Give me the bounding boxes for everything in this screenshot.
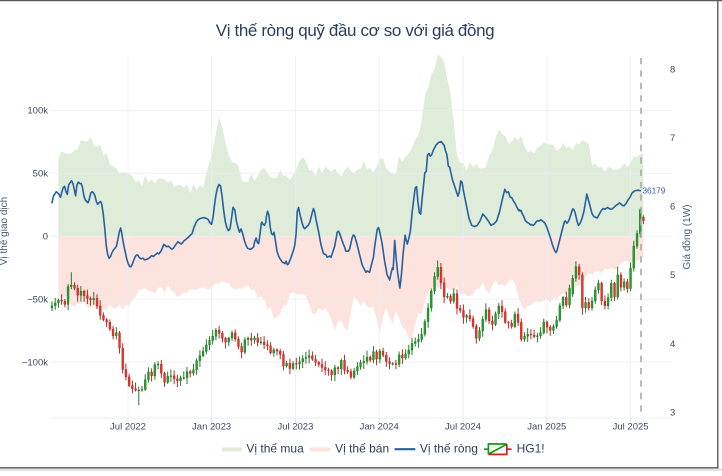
svg-text:3: 3 [670, 408, 675, 419]
svg-text:100k: 100k [27, 106, 48, 117]
svg-text:Jan 2025: Jan 2025 [527, 421, 566, 432]
svg-text:−50k: −50k [27, 294, 48, 305]
svg-text:Jan 2023: Jan 2023 [192, 421, 231, 432]
svg-text:Jul 2025: Jul 2025 [613, 421, 649, 432]
svg-text:Giá đồng (1W): Giá đồng (1W) [681, 204, 693, 269]
svg-text:Jul 2024: Jul 2024 [445, 421, 481, 432]
svg-text:50k: 50k [33, 169, 49, 180]
svg-text:0: 0 [43, 232, 48, 243]
svg-text:4: 4 [670, 339, 675, 350]
svg-text:Jul 2022: Jul 2022 [110, 421, 146, 432]
svg-text:5: 5 [670, 270, 675, 281]
svg-text:Vị thế ròng quỹ đầu cơ so với: Vị thế ròng quỹ đầu cơ so với giá đồng [216, 21, 495, 40]
svg-text:HG1!: HG1! [517, 441, 545, 455]
svg-text:8: 8 [670, 64, 675, 75]
svg-text:Vị thế giao dịch: Vị thế giao dịch [0, 197, 10, 265]
svg-text:−100k: −100k [22, 357, 48, 368]
svg-text:7: 7 [670, 133, 675, 144]
svg-text:6: 6 [670, 202, 675, 213]
svg-text:Vị thế ròng: Vị thế ròng [420, 441, 478, 455]
svg-text:36179: 36179 [643, 187, 666, 196]
svg-text:Vị thế bán: Vị thế bán [335, 441, 389, 455]
svg-text:Vị thế mua: Vị thế mua [246, 441, 304, 455]
svg-text:Jan 2024: Jan 2024 [360, 421, 399, 432]
svg-text:Jul 2023: Jul 2023 [277, 421, 313, 432]
